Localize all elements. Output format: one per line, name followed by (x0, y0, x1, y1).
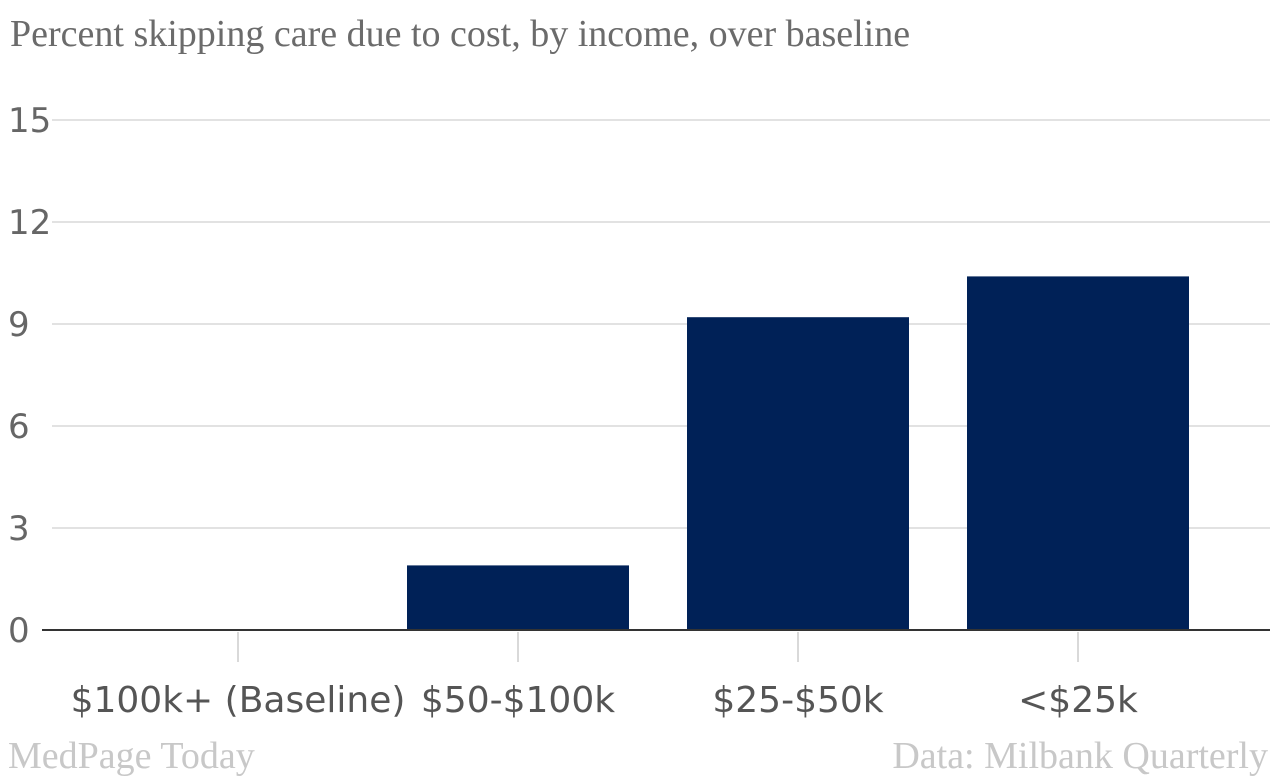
y-tick-label: 0 (8, 611, 30, 651)
data-source-credit: Data: Milbank Quarterly (892, 735, 1268, 777)
x-tick-label: $25-$50k (712, 680, 883, 721)
y-tick-label: 3 (8, 509, 30, 549)
bar-2 (687, 317, 909, 630)
bar-1 (407, 565, 629, 630)
x-tick-label: <$25k (1018, 680, 1138, 721)
bar-3 (967, 276, 1189, 630)
x-tick-label: $100k+ (Baseline) (71, 680, 406, 721)
y-tick-label: 9 (8, 305, 30, 345)
x-axis-ticks: $100k+ (Baseline) $50-$100k $25-$50k <$25k (71, 632, 1138, 721)
brand-credit: MedPage Today (8, 735, 255, 777)
chart-title: Percent skipping care due to cost, by in… (10, 13, 911, 55)
x-tick-label: $50-$100k (421, 680, 615, 721)
y-tick-label: 15 (8, 101, 51, 141)
bars (407, 276, 1189, 630)
bar-chart: 0 3 6 9 12 15 $100k+ (Baseline) $50-$100k $25-$… (8, 101, 1270, 721)
y-tick-label: 12 (8, 203, 51, 243)
y-axis-tick-labels: 0 3 6 9 12 15 (8, 101, 51, 651)
y-tick-label: 6 (8, 407, 30, 447)
